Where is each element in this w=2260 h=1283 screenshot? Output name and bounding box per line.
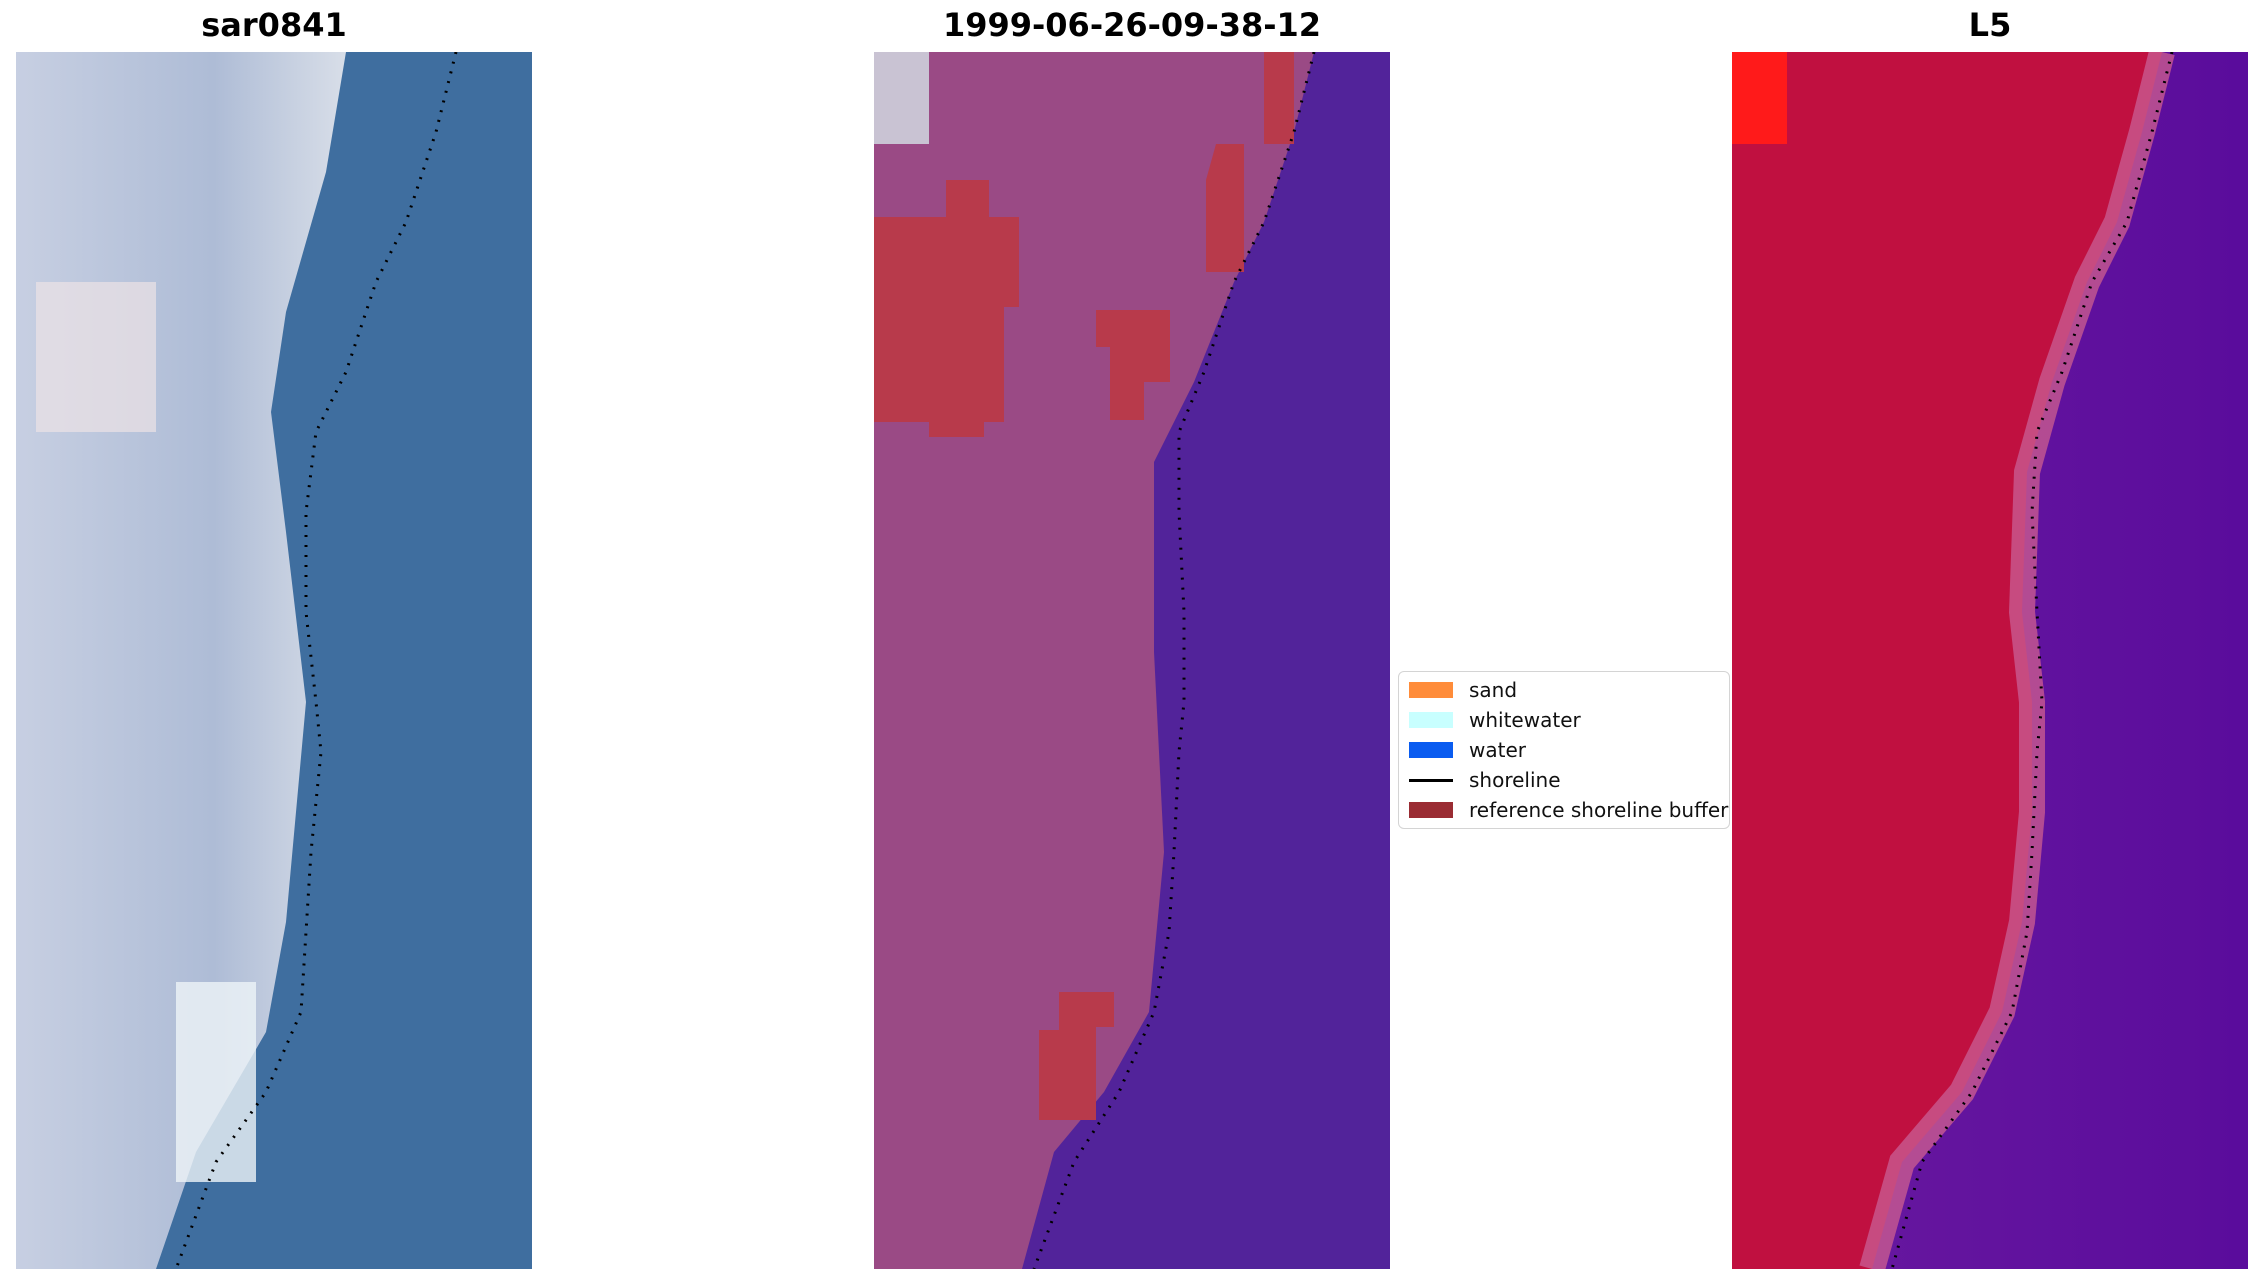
legend-label-whitewater: whitewater xyxy=(1469,708,1581,732)
legend-label-sand: sand xyxy=(1469,678,1518,702)
classified-image-panel xyxy=(874,52,1390,1269)
legend-label-buffer: reference shoreline buffer xyxy=(1469,798,1729,822)
legend-item-buffer: reference shoreline buffer xyxy=(1409,798,1728,822)
buffer-patch xyxy=(1264,52,1294,144)
shoreline xyxy=(1890,52,2174,1269)
legend-label-water: water xyxy=(1469,738,1526,762)
classified-image xyxy=(874,52,1390,1269)
panel-title-rgb: sar0841 xyxy=(201,6,347,44)
bright-patch xyxy=(176,982,256,1182)
buffer-patch xyxy=(1206,144,1244,272)
transition-band xyxy=(1859,52,2175,1269)
buffer-patch xyxy=(874,180,1019,437)
panel-title-classified: 1999-06-26-09-38-12 xyxy=(942,6,1322,44)
buffer-patch xyxy=(1096,310,1170,420)
rgb-image xyxy=(16,52,532,1269)
buffer-patch xyxy=(1039,992,1114,1120)
legend-item-water: water xyxy=(1409,738,1526,762)
legend: sand whitewater water shoreline referenc… xyxy=(1398,671,1730,829)
panel-title-mndwi: L5 xyxy=(1968,6,2012,44)
legend-item-sand: sand xyxy=(1409,678,1517,702)
legend-item-shoreline: shoreline xyxy=(1409,768,1561,792)
legend-label-shoreline: shoreline xyxy=(1469,768,1561,792)
legend-item-whitewater: whitewater xyxy=(1409,708,1581,732)
bright-patch xyxy=(1732,52,1787,144)
bright-patch xyxy=(36,282,156,432)
water-swatch xyxy=(1409,742,1453,758)
cloud-patch xyxy=(874,52,929,144)
sand-swatch xyxy=(1409,682,1453,698)
shoreline xyxy=(174,52,458,1269)
buffer-swatch xyxy=(1409,802,1453,818)
shoreline-swatch xyxy=(1409,778,1453,782)
whitewater-swatch xyxy=(1409,712,1453,728)
mndwi-image-panel xyxy=(1732,52,2248,1269)
mndwi-image xyxy=(1732,52,2248,1269)
rgb-image-panel xyxy=(16,52,532,1269)
shoreline xyxy=(1032,52,1316,1269)
